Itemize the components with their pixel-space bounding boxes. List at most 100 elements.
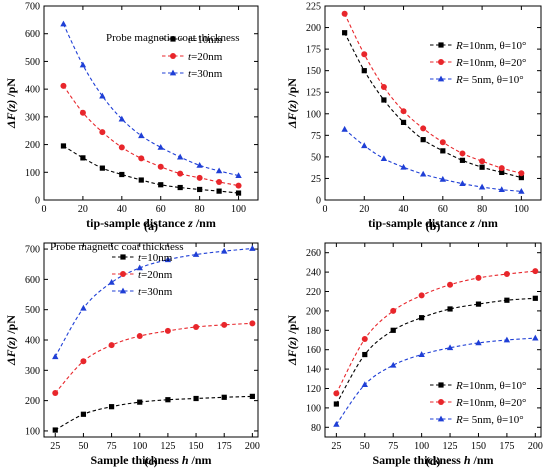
legend-marker [120,271,126,277]
data-point [381,97,387,103]
x-tick-label: 40 [117,204,127,215]
data-point [333,420,340,427]
series-line [54,322,253,394]
data-point [419,170,427,177]
x-tick-label: 100 [231,204,246,215]
y-tick-label: 700 [25,245,40,256]
y-tick-label: 0 [316,196,321,207]
legend-label: t=10nm [188,34,223,46]
series-blue [60,20,242,179]
y-tick-label: 200 [306,306,321,317]
panel-label: (a) [144,219,158,233]
legend-marker [170,36,176,42]
x-tick-label: 0 [42,204,47,215]
data-point [235,172,242,179]
data-point [498,165,505,172]
data-point [80,358,87,365]
x-tick-label: 0 [323,204,328,215]
data-point [459,180,466,187]
data-point [99,165,105,171]
data-point [157,163,164,170]
legend-label: t=20nm [188,51,223,63]
y-tick-label: 240 [306,268,321,279]
series-line [335,270,536,394]
y-tick-label: 100 [306,109,321,120]
legend-marker [170,53,176,59]
data-point [177,170,184,177]
data-point [440,148,446,154]
data-point [165,397,171,403]
y-tick-label: 100 [25,426,40,437]
y-tick-label: 400 [25,336,40,347]
series-line [54,247,253,357]
x-tick-label: 125 [443,441,458,452]
y-tick-label: 100 [25,168,40,179]
panel-label: (c) [144,454,157,468]
data-point [390,361,397,368]
data-point [380,155,388,162]
y-tick-label: 260 [306,248,321,259]
data-point [380,84,387,91]
data-point [108,342,115,349]
y-tick-label: 220 [306,287,321,298]
legend: t=10nm t=20nm t=30nm [162,34,223,80]
legend-label: R=10nm, θ=10° [455,380,526,392]
data-point [176,153,184,160]
data-point [333,390,340,397]
y-tick-label: 200 [306,23,321,34]
data-point [138,132,145,139]
data-point [518,174,524,181]
y-axis-label: ΔF(z) /pN [285,315,299,366]
plot-frame [324,5,542,201]
data-point [475,339,482,346]
legend-label: R=10nm, θ=10° [455,40,526,52]
data-point [192,251,200,257]
data-point [532,295,538,301]
series-line [54,395,253,431]
data-point [503,336,511,343]
y-axis-label: ΔF(z) /pN [4,78,18,129]
data-point [119,171,125,178]
data-point [215,167,223,174]
data-point [478,183,486,190]
legend-label: t=20nm [138,269,173,281]
series-red [333,268,539,397]
legend-label: R= 5nm, θ=10° [455,74,524,86]
data-point [439,175,447,182]
legend-label: t=30nm [138,286,173,298]
data-point [137,399,143,405]
legend-label: t=30nm [188,68,223,80]
series-blue [52,245,256,360]
series-line [344,32,522,179]
series-line [344,128,522,192]
x-tick-label: 60 [438,204,448,215]
data-point [249,320,256,327]
chart-panel-a: 0 20 40 60 80 100 0 100 200 300 400 500 600 700 tip-sa… [4,2,259,233]
chart-panel-c: 25 50 75 100 125 150 175 200 100 200 300 400 500 600 7… [4,241,260,468]
plot-frame [43,5,259,201]
legend: R=10nm, θ=10° R=10nm, θ=20° R= 5nm, θ=10° [430,380,526,426]
y-tick-label: 400 [25,85,40,96]
y-axis-label: ΔF(z) /pN [4,315,18,366]
data-point [80,155,86,161]
panel-label: (b) [426,219,441,233]
data-point [400,163,407,170]
data-point [420,137,426,143]
x-tick-label: 100 [132,441,147,452]
data-point [108,404,115,410]
x-tick-label: 40 [399,204,409,215]
legend-marker [437,415,445,422]
data-point [80,304,87,311]
x-tick-label: 50 [360,441,370,452]
series-black [60,143,242,196]
plot-frame [324,242,542,438]
data-point [79,109,86,116]
data-point [60,82,67,89]
y-tick-label: 600 [25,29,40,40]
legend-label: R=10nm, θ=20° [455,397,526,409]
data-point [532,334,539,341]
x-axis-label: Sample thickness h /nm [90,453,211,467]
data-point [400,119,407,125]
data-point [418,292,425,299]
legend-marker [438,382,444,388]
